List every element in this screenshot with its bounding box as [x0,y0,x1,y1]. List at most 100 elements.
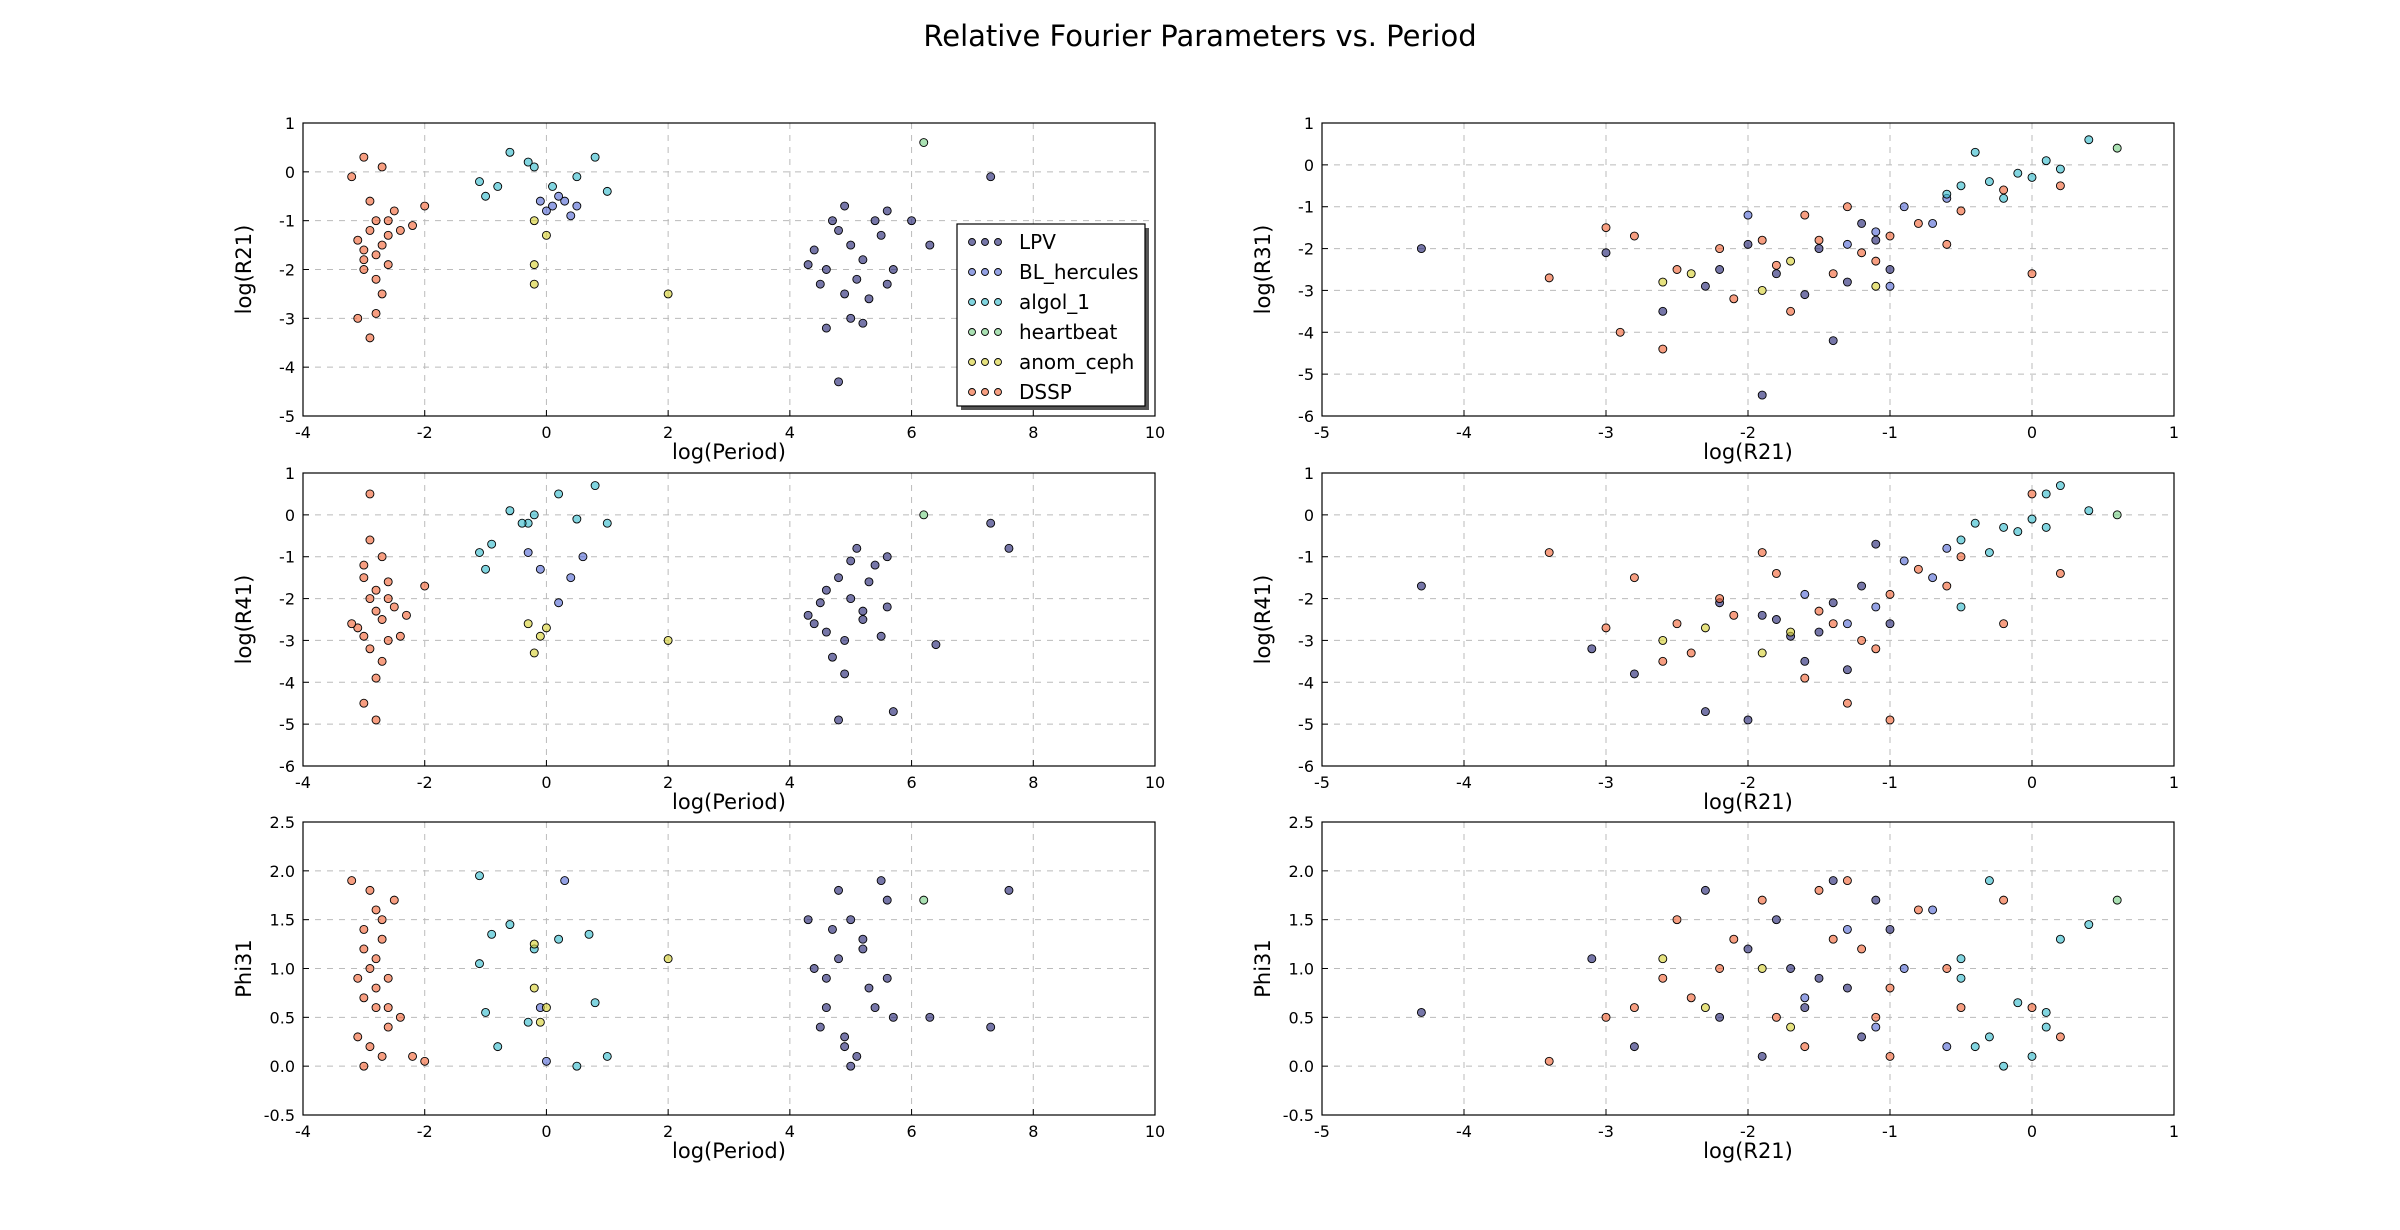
data-point [664,290,672,298]
data-point [835,226,843,234]
data-point [1801,211,1809,219]
data-point [865,295,873,303]
data-point [494,1043,502,1051]
data-point [384,1004,392,1012]
x-tick-label: -2 [417,773,433,792]
data-point [1772,569,1780,577]
data-point [2000,1062,2008,1070]
legend-marker [969,329,976,336]
x-tick-label: 1 [2169,773,2179,792]
data-point [1943,190,1951,198]
data-point [883,603,891,611]
data-point [1758,549,1766,557]
x-tick-label: 8 [1028,423,1038,442]
data-point [488,540,496,548]
data-point [926,1013,934,1021]
data-point [1886,925,1894,933]
data-point [835,574,843,582]
data-point [1005,544,1013,552]
x-tick-label: 10 [1145,1122,1165,1141]
data-point [372,906,380,914]
data-point [1630,1043,1638,1051]
y-tick-label: 2.0 [270,862,295,881]
data-point [847,595,855,603]
data-point [494,182,502,190]
data-point [1943,240,1951,248]
data-point [348,173,356,181]
data-point [1744,945,1752,953]
y-tick-label: -1 [279,548,295,567]
data-point [816,599,824,607]
data-point [871,217,879,225]
y-tick-label: -5 [279,715,295,734]
data-point [1602,249,1610,257]
y-tick-label: -6 [1298,757,1314,776]
data-point [354,314,362,322]
data-point [987,1023,995,1031]
data-point [360,256,368,264]
data-point [920,139,928,147]
data-point [1787,1023,1795,1031]
data-point [889,708,897,716]
data-point [1971,148,1979,156]
data-point [810,965,818,973]
x-tick-label: 4 [785,773,795,792]
data-point [828,217,836,225]
data-point [1858,219,1866,227]
data-point [530,163,538,171]
y-tick-label: -3 [279,631,295,650]
data-point [1801,657,1809,665]
data-point [1716,245,1724,253]
data-point [372,955,380,963]
data-point [1900,965,1908,973]
legend-marker [969,359,976,366]
data-point [390,896,398,904]
data-point [1943,965,1951,973]
data-point [1758,611,1766,619]
data-point [859,319,867,327]
data-point [1701,1004,1709,1012]
data-point [1815,607,1823,615]
data-point [889,266,897,274]
data-point [1801,1004,1809,1012]
data-point [536,565,544,573]
legend-label: LPV [1019,230,1056,254]
x-tick-label: -4 [1456,773,1472,792]
data-point [1716,965,1724,973]
y-tick-label: -2 [279,261,295,280]
data-point [372,716,380,724]
y-tick-label: 1.0 [270,960,295,979]
data-point [804,611,812,619]
data-point [2056,182,2064,190]
y-tick-label: -6 [1298,407,1314,426]
legend-marker [995,239,1002,246]
y-tick-label: -5 [1298,715,1314,734]
data-point [1659,657,1667,665]
data-point [822,1004,830,1012]
x-tick-label: 0 [541,1122,551,1141]
data-point [1971,1043,1979,1051]
x-tick-label: 8 [1028,1122,1038,1141]
data-point [2000,523,2008,531]
data-point [1758,649,1766,657]
data-point [1687,994,1695,1002]
y-tick-label: -1 [1298,548,1314,567]
data-point [378,290,386,298]
data-point [542,1004,550,1012]
data-point [384,231,392,239]
data-point [2056,569,2064,577]
data-point [853,544,861,552]
data-point [1957,182,1965,190]
data-point [1843,984,1851,992]
data-point [2028,1004,2036,1012]
data-point [2113,144,2121,152]
data-point [1588,955,1596,963]
data-point [360,1062,368,1070]
data-point [1900,203,1908,211]
x-tick-label: -3 [1598,423,1614,442]
data-point [1801,590,1809,598]
data-point [1801,994,1809,1002]
data-point [1843,278,1851,286]
y-axis-label: log(R21) [232,225,256,315]
data-point [2042,157,2050,165]
